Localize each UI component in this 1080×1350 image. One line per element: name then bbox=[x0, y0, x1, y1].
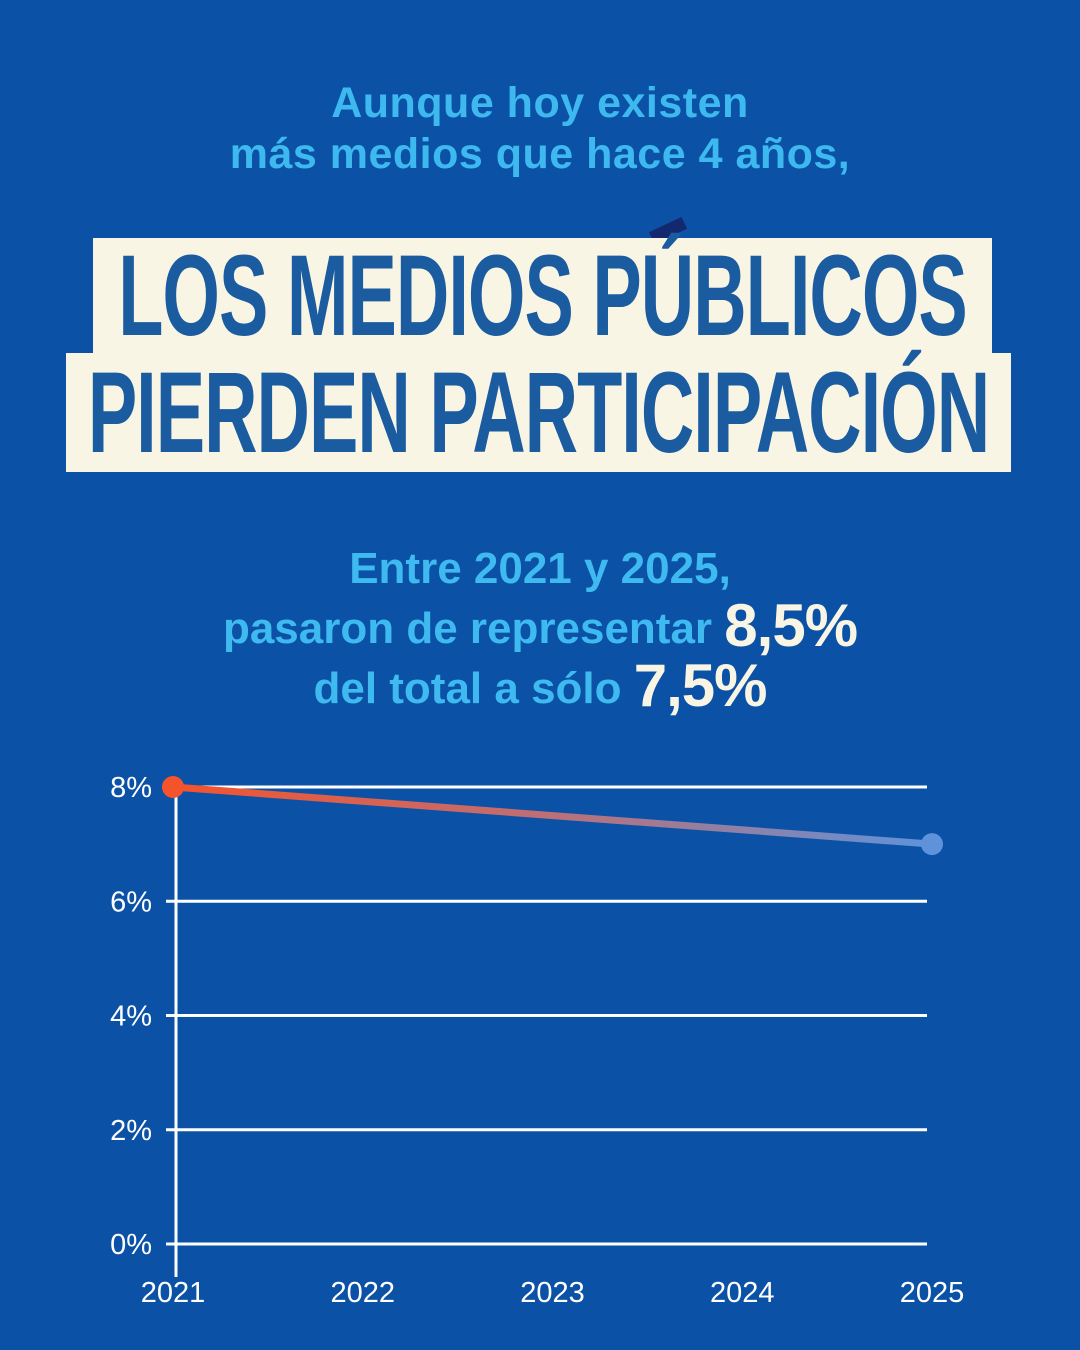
y-axis-label: 0% bbox=[110, 1229, 152, 1261]
intro-line-1: Aunque hoy existen bbox=[331, 79, 749, 127]
x-axis-label: 2021 bbox=[141, 1277, 206, 1309]
headline-box-1: LOS MEDIOS PÚBLICOS bbox=[93, 231, 992, 360]
y-axis-label: 6% bbox=[110, 886, 152, 918]
headline-line-1: LOS MEDIOS PÚBLICOS bbox=[118, 231, 968, 360]
data-point-2025 bbox=[921, 833, 943, 856]
intro-line-2: más medios que hace 4 años, bbox=[229, 130, 851, 178]
subtitle-line-3-text: del total a sólo bbox=[313, 664, 634, 713]
y-axis-label: 8% bbox=[110, 772, 152, 804]
subtitle-text: Entre 2021 y 2025, pasaron de representa… bbox=[0, 540, 1080, 717]
end-value: 7,5% bbox=[633, 652, 768, 719]
x-axis-label: 2022 bbox=[330, 1277, 395, 1309]
x-axis-label: 2025 bbox=[900, 1277, 965, 1309]
participation-line-chart: 8% 6% 4% 2% 0% 2021 2022 2023 2024 2025 bbox=[0, 740, 1080, 1350]
y-axis-label: 4% bbox=[110, 1001, 152, 1033]
subtitle-line-2: pasaron de representar 8,5% bbox=[0, 596, 1080, 657]
subtitle-line-2-text: pasaron de representar bbox=[222, 604, 725, 653]
trend-line bbox=[172, 783, 933, 848]
subtitle-line-1: Entre 2021 y 2025, bbox=[349, 544, 731, 593]
headline-box-2: PIERDEN PARTICIPACIÓN bbox=[66, 348, 1011, 477]
data-point-2021 bbox=[162, 776, 184, 798]
x-axis-label: 2024 bbox=[710, 1277, 775, 1309]
y-axis-label: 2% bbox=[110, 1115, 152, 1147]
headline-line-2: PIERDEN PARTICIPACIÓN bbox=[87, 348, 990, 477]
intro-text: Aunque hoy existen más medios que hace 4… bbox=[0, 78, 1080, 180]
start-value: 8,5% bbox=[724, 592, 858, 659]
x-axis-label: 2023 bbox=[520, 1277, 585, 1309]
subtitle-line-3: del total a sólo 7,5% bbox=[0, 656, 1080, 717]
chart-svg: 8% 6% 4% 2% 0% 2021 2022 2023 2024 2025 bbox=[110, 772, 965, 1309]
